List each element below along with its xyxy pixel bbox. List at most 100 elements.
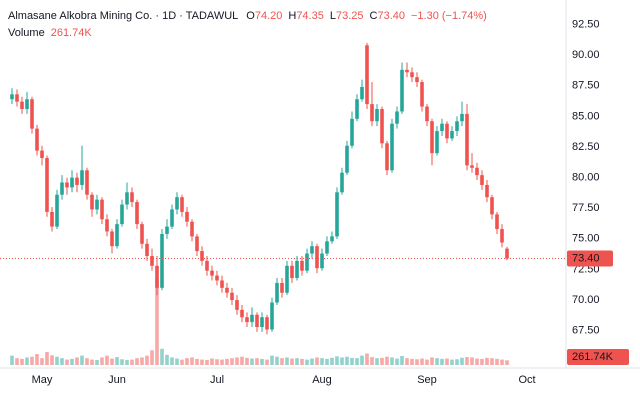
candle-body xyxy=(240,309,244,318)
volume-bar xyxy=(15,358,19,365)
volume-bar xyxy=(345,356,349,365)
candle-body xyxy=(20,101,24,110)
candle-body xyxy=(215,275,219,281)
volume-bar xyxy=(495,358,499,365)
volume-bar xyxy=(465,357,469,365)
candle-body xyxy=(165,226,169,234)
volume-bar xyxy=(500,359,504,365)
volume-bar xyxy=(200,359,204,365)
volume-bar xyxy=(70,358,74,365)
volume-bar xyxy=(255,358,259,365)
volume-tag xyxy=(567,349,629,365)
volume-bar xyxy=(505,360,509,365)
volume-bar xyxy=(245,357,249,365)
candle-body xyxy=(385,143,389,171)
volume-bar xyxy=(280,358,284,365)
candle-body xyxy=(245,317,249,323)
volume-bar xyxy=(320,358,324,365)
candle-body xyxy=(485,184,489,198)
candle-body xyxy=(340,172,344,193)
candle-body xyxy=(430,121,434,154)
volume-bar xyxy=(455,359,459,365)
volume-bar xyxy=(175,358,179,365)
candle-body xyxy=(305,253,309,271)
candle-body xyxy=(135,202,139,225)
y-tick-label: 77.50 xyxy=(572,202,600,214)
volume-bar xyxy=(460,357,464,365)
candle-body xyxy=(285,265,289,293)
volume-bar xyxy=(35,354,39,365)
candle-body xyxy=(395,111,399,124)
x-tick-label: Jun xyxy=(108,374,126,386)
candle-body xyxy=(95,199,99,210)
candle-body xyxy=(235,300,239,310)
candle-body xyxy=(465,113,469,166)
candle-body xyxy=(250,314,254,323)
candle-body xyxy=(455,121,459,132)
legend-line: Almasane Alkobra Mining Co. · 1D · TADAW… xyxy=(8,10,487,22)
volume-bar xyxy=(60,358,64,365)
volume-bar xyxy=(265,359,269,365)
candle-body xyxy=(290,265,294,279)
candle-body xyxy=(420,82,424,107)
candle-body xyxy=(295,260,299,279)
volume-bar xyxy=(240,356,244,365)
volume-bar xyxy=(295,358,299,365)
volume-bar xyxy=(450,359,454,365)
volume-bar xyxy=(275,356,279,365)
candle-body xyxy=(70,177,74,188)
x-tick-label: Oct xyxy=(518,374,535,386)
candle-body xyxy=(255,314,259,328)
candle-body xyxy=(45,158,49,212)
candle-body xyxy=(315,246,319,269)
candle-body xyxy=(55,194,59,227)
ohlc-key: H xyxy=(288,10,296,22)
volume-bar xyxy=(305,359,309,365)
candle-body xyxy=(210,270,214,276)
candle-body xyxy=(270,302,274,330)
candle-body xyxy=(390,123,394,171)
candle-body xyxy=(425,106,429,122)
candle-body xyxy=(490,197,494,215)
volume-bar xyxy=(105,355,109,365)
candle-body xyxy=(225,287,229,293)
volume-bar xyxy=(160,348,164,365)
x-tick-label: May xyxy=(32,374,53,386)
volume-bar xyxy=(150,350,154,365)
candle-body xyxy=(150,255,154,266)
volume-legend: Volume 261.74K xyxy=(8,27,92,39)
candle-body xyxy=(440,123,444,132)
volume-bar xyxy=(40,358,44,365)
volume-bar xyxy=(390,357,394,365)
plot-area xyxy=(10,42,509,365)
candle-body xyxy=(325,241,329,254)
candle-body xyxy=(370,104,374,122)
volume-bar xyxy=(155,278,159,365)
y-tick-label: 70.00 xyxy=(572,294,600,306)
volume-bar xyxy=(425,359,429,365)
volume-bar xyxy=(395,358,399,365)
candle-body xyxy=(350,118,354,146)
volume-bar xyxy=(20,358,24,365)
last-price-tag xyxy=(567,250,613,267)
volume-bar xyxy=(130,359,134,365)
ohlc-value: 74.35 xyxy=(296,10,324,22)
volume-bar xyxy=(360,355,364,365)
volume-bar xyxy=(30,356,34,365)
x-tick-label: Aug xyxy=(312,374,332,386)
ohlc-key: C xyxy=(370,10,378,22)
ohlc-value: 74.20 xyxy=(255,10,283,22)
y-tick-label: 82.50 xyxy=(572,141,600,153)
candle-body xyxy=(480,175,484,185)
y-tick-label: 67.50 xyxy=(572,325,600,337)
volume-bar xyxy=(470,357,474,365)
volume-bar xyxy=(400,356,404,365)
chart-title: Almasane Alkobra Mining Co. · 1D · TADAW… xyxy=(8,10,238,22)
candle-body xyxy=(495,214,499,230)
volume-bar xyxy=(375,358,379,365)
candle-body xyxy=(40,150,44,159)
candle-body xyxy=(450,131,454,139)
ohlc-value: 73.25 xyxy=(336,10,364,22)
candle-body xyxy=(145,243,149,256)
